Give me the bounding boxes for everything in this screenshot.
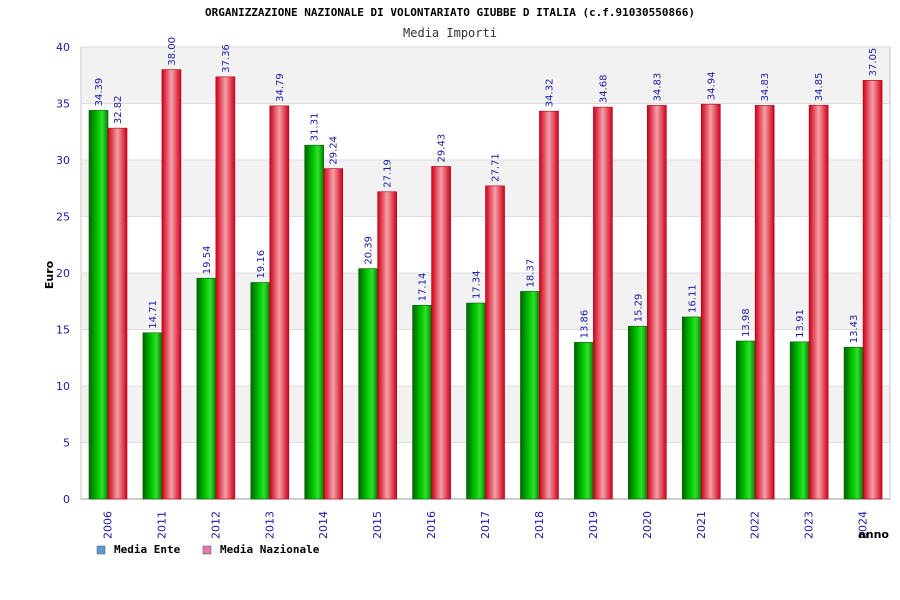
chart-subtitle: Media Importi xyxy=(403,26,497,40)
data-label: 15.29 xyxy=(633,294,644,323)
bar-media-nazionale-2018 xyxy=(539,110,559,500)
bar-media-ente-2019 xyxy=(574,342,594,500)
data-label: 34.83 xyxy=(760,73,771,102)
data-label: 34.94 xyxy=(706,72,717,101)
y-tick-label: 25 xyxy=(56,211,70,224)
bar-media-nazionale-2012 xyxy=(215,76,236,500)
y-tick-label: 30 xyxy=(56,154,70,167)
bar-media-nazionale-2014 xyxy=(323,168,344,500)
data-label: 38.00 xyxy=(167,37,178,66)
data-label: 31.31 xyxy=(310,113,321,142)
data-label: 19.16 xyxy=(256,250,267,279)
data-label: 19.54 xyxy=(202,246,213,275)
bar-media-ente-2013 xyxy=(250,282,271,500)
x-tick-label: 2014 xyxy=(317,511,330,539)
data-label: 18.37 xyxy=(525,259,536,288)
legend-label-media-ente: Media Ente xyxy=(114,543,181,556)
bar-media-nazionale-2019 xyxy=(593,106,613,500)
legend-label-media-nazionale: Media Nazionale xyxy=(220,543,320,556)
legend: Media Ente Media Nazionale xyxy=(96,543,320,556)
data-label: 13.98 xyxy=(741,308,752,337)
x-tick-label: 2013 xyxy=(263,511,276,539)
x-tick-label: 2016 xyxy=(425,511,438,539)
x-tick-label: 2012 xyxy=(209,511,222,539)
x-tick-label: 2018 xyxy=(533,511,546,539)
y-tick-label: 15 xyxy=(56,324,70,337)
data-label: 14.71 xyxy=(148,300,159,329)
data-label: 37.36 xyxy=(221,44,232,73)
x-tick-label: 2020 xyxy=(641,511,654,539)
x-tick-label: 2017 xyxy=(479,511,492,539)
bar-media-nazionale-2022 xyxy=(754,105,775,500)
y-tick-label: 10 xyxy=(56,380,70,393)
y-tick-label: 20 xyxy=(56,267,70,280)
bar-media-ente-2016 xyxy=(412,305,432,500)
bar-media-nazionale-2016 xyxy=(431,166,451,500)
x-tick-label: 2023 xyxy=(803,511,816,539)
data-labels: 34.39 32.82 14.71 38.00 19.54 37.36 19.16 34.79… xyxy=(94,37,879,343)
bar-media-ente-2011 xyxy=(142,332,163,500)
x-tick-label: 2021 xyxy=(695,511,708,539)
bar-media-ente-2024 xyxy=(843,346,864,500)
x-tick-label: 2022 xyxy=(749,511,762,539)
bar-media-ente-2006 xyxy=(88,110,109,500)
data-label: 16.11 xyxy=(687,284,698,313)
bar-media-nazionale-2015 xyxy=(377,191,397,500)
data-label: 34.68 xyxy=(598,74,609,103)
x-axis-label: anno xyxy=(858,528,889,541)
legend-swatch-media-nazionale xyxy=(202,545,212,555)
bar-media-nazionale-2023 xyxy=(808,104,829,500)
data-label: 29.24 xyxy=(329,136,340,165)
bar-media-nazionale-2024 xyxy=(862,80,883,500)
bar-media-ente-2023 xyxy=(789,341,810,500)
data-label: 34.83 xyxy=(652,73,663,102)
y-tick-label: 0 xyxy=(63,493,70,506)
bar-media-ente-2022 xyxy=(735,340,756,500)
y-tick-label: 35 xyxy=(56,98,70,111)
data-label: 17.14 xyxy=(418,273,429,302)
bar-media-nazionale-2013 xyxy=(269,105,290,500)
y-axis-label: Euro xyxy=(43,260,56,289)
bar-media-ente-2018 xyxy=(520,291,540,500)
data-label: 34.39 xyxy=(94,78,105,107)
bar-media-nazionale-2017 xyxy=(485,185,505,500)
bar-media-nazionale-2006 xyxy=(107,127,128,500)
bar-media-ente-2015 xyxy=(358,268,378,500)
data-label: 37.05 xyxy=(868,48,879,77)
bar-media-ente-2012 xyxy=(196,277,217,500)
bar-media-nazionale-2011 xyxy=(161,69,182,500)
y-tick-label: 40 xyxy=(56,41,70,54)
data-label: 34.85 xyxy=(814,73,825,102)
x-tick-label: 2019 xyxy=(587,511,600,539)
bar-media-nazionale-2020 xyxy=(647,105,667,500)
data-label: 32.82 xyxy=(113,95,124,124)
data-label: 13.91 xyxy=(795,309,806,338)
x-tick-label: 2024 xyxy=(857,511,870,539)
legend-swatch-media-ente xyxy=(96,545,106,555)
x-tick-label: 2006 xyxy=(102,511,115,539)
bar-media-nazionale-2021 xyxy=(700,103,721,500)
data-label: 34.32 xyxy=(544,79,555,108)
x-tick-label: 2011 xyxy=(155,511,168,539)
data-label: 29.43 xyxy=(437,134,448,163)
y-axis-ticks: 0 5 10 15 20 25 30 35 40 xyxy=(56,41,70,506)
data-label: 13.86 xyxy=(579,310,590,339)
data-label: 27.71 xyxy=(491,153,502,182)
data-label: 20.39 xyxy=(364,236,375,265)
data-label: 27.19 xyxy=(383,159,394,188)
y-tick-label: 5 xyxy=(63,437,70,450)
data-label: 17.34 xyxy=(472,270,483,299)
x-axis-ticks: 2006 2011 2012 2013 2014 2015 2016 2017 2018 2019… xyxy=(102,511,870,539)
bars xyxy=(88,69,883,500)
bar-media-ente-2017 xyxy=(466,302,486,500)
x-tick-label: 2015 xyxy=(371,511,384,539)
data-label: 13.43 xyxy=(849,315,860,344)
data-label: 34.79 xyxy=(275,73,286,102)
chart-title: ORGANIZZAZIONE NAZIONALE DI VOLONTARIATO… xyxy=(205,6,695,19)
bar-media-ente-2014 xyxy=(304,144,325,500)
bar-media-ente-2021 xyxy=(681,316,702,500)
bar-media-ente-2020 xyxy=(628,325,648,500)
